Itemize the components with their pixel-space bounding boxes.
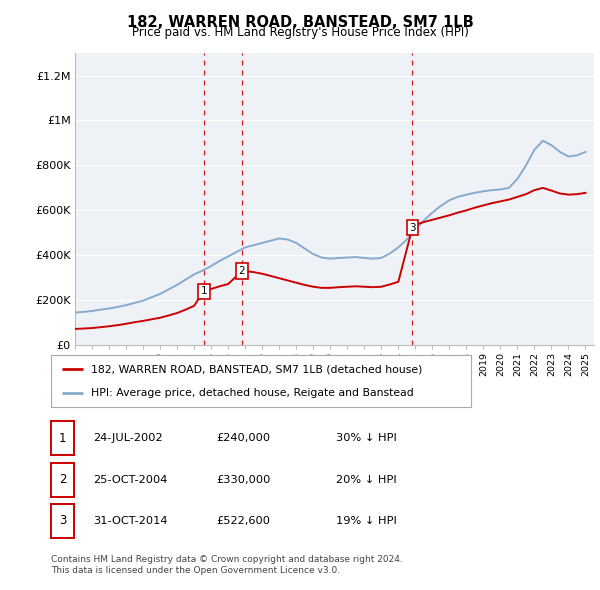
Text: 3: 3 <box>409 223 416 232</box>
Text: 30% ↓ HPI: 30% ↓ HPI <box>336 434 397 443</box>
Text: 1: 1 <box>59 432 66 445</box>
Text: 2: 2 <box>59 473 66 486</box>
Text: £240,000: £240,000 <box>216 434 270 443</box>
Text: 3: 3 <box>59 514 66 527</box>
Text: 24-JUL-2002: 24-JUL-2002 <box>93 434 163 443</box>
Text: £330,000: £330,000 <box>216 475 271 484</box>
Text: £522,600: £522,600 <box>216 516 270 526</box>
Text: 182, WARREN ROAD, BANSTEAD, SM7 1LB: 182, WARREN ROAD, BANSTEAD, SM7 1LB <box>127 15 473 30</box>
Text: Contains HM Land Registry data © Crown copyright and database right 2024.
This d: Contains HM Land Registry data © Crown c… <box>51 555 403 575</box>
Text: 182, WARREN ROAD, BANSTEAD, SM7 1LB (detached house): 182, WARREN ROAD, BANSTEAD, SM7 1LB (det… <box>91 364 422 374</box>
Text: 19% ↓ HPI: 19% ↓ HPI <box>336 516 397 526</box>
Text: 31-OCT-2014: 31-OCT-2014 <box>93 516 167 526</box>
Text: 25-OCT-2004: 25-OCT-2004 <box>93 475 167 484</box>
Text: HPI: Average price, detached house, Reigate and Banstead: HPI: Average price, detached house, Reig… <box>91 388 413 398</box>
Text: Price paid vs. HM Land Registry's House Price Index (HPI): Price paid vs. HM Land Registry's House … <box>131 26 469 39</box>
Text: 20% ↓ HPI: 20% ↓ HPI <box>336 475 397 484</box>
Text: 1: 1 <box>200 286 207 296</box>
Text: 2: 2 <box>239 266 245 276</box>
